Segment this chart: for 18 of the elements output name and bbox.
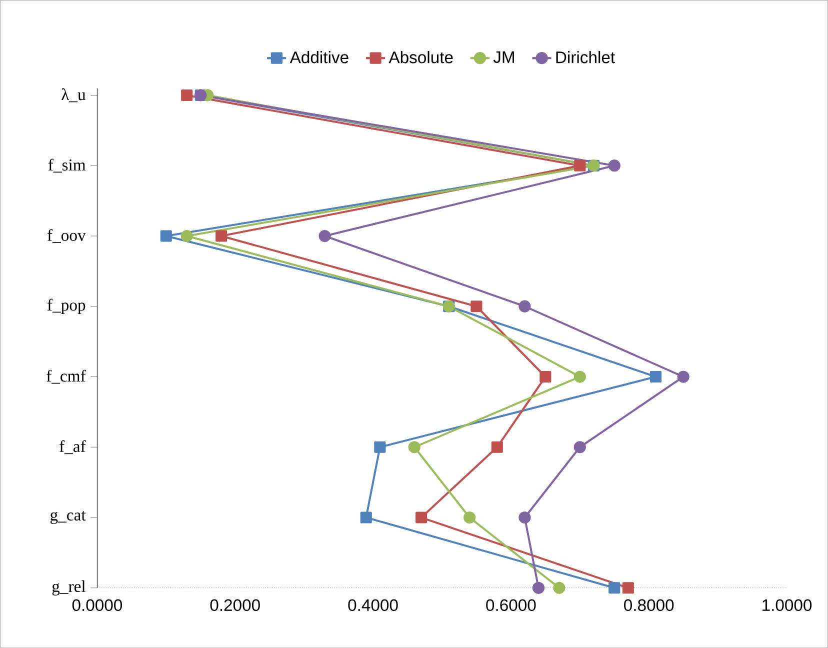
- y-tick-label: f_pop: [48, 298, 86, 314]
- y-tick-label: λ_u: [62, 88, 86, 102]
- legend-label: Additive: [290, 50, 348, 64]
- y-tick-label: f_oov: [48, 229, 86, 243]
- y-tick-label: f_sim: [48, 158, 86, 173]
- x-tick-label: 0.4000: [348, 599, 398, 612]
- y-tick-label: f_cmf: [46, 370, 86, 384]
- x-tick-label: 0.6000: [486, 599, 536, 612]
- x-tick-label: 0.2000: [210, 599, 260, 612]
- legend-label: Absolute: [388, 50, 453, 64]
- y-tick-label: f_af: [60, 440, 86, 454]
- x-tick-label: 0.8000: [624, 599, 674, 612]
- x-tick-label: 0.0000: [72, 599, 122, 612]
- y-tick-label: g_cat: [50, 510, 86, 524]
- y-tick-label: g_rel: [52, 580, 86, 596]
- x-tick-label: 1.0000: [762, 599, 812, 612]
- legend-label: JM: [493, 51, 514, 63]
- legend-label: Dirichlet: [556, 50, 615, 64]
